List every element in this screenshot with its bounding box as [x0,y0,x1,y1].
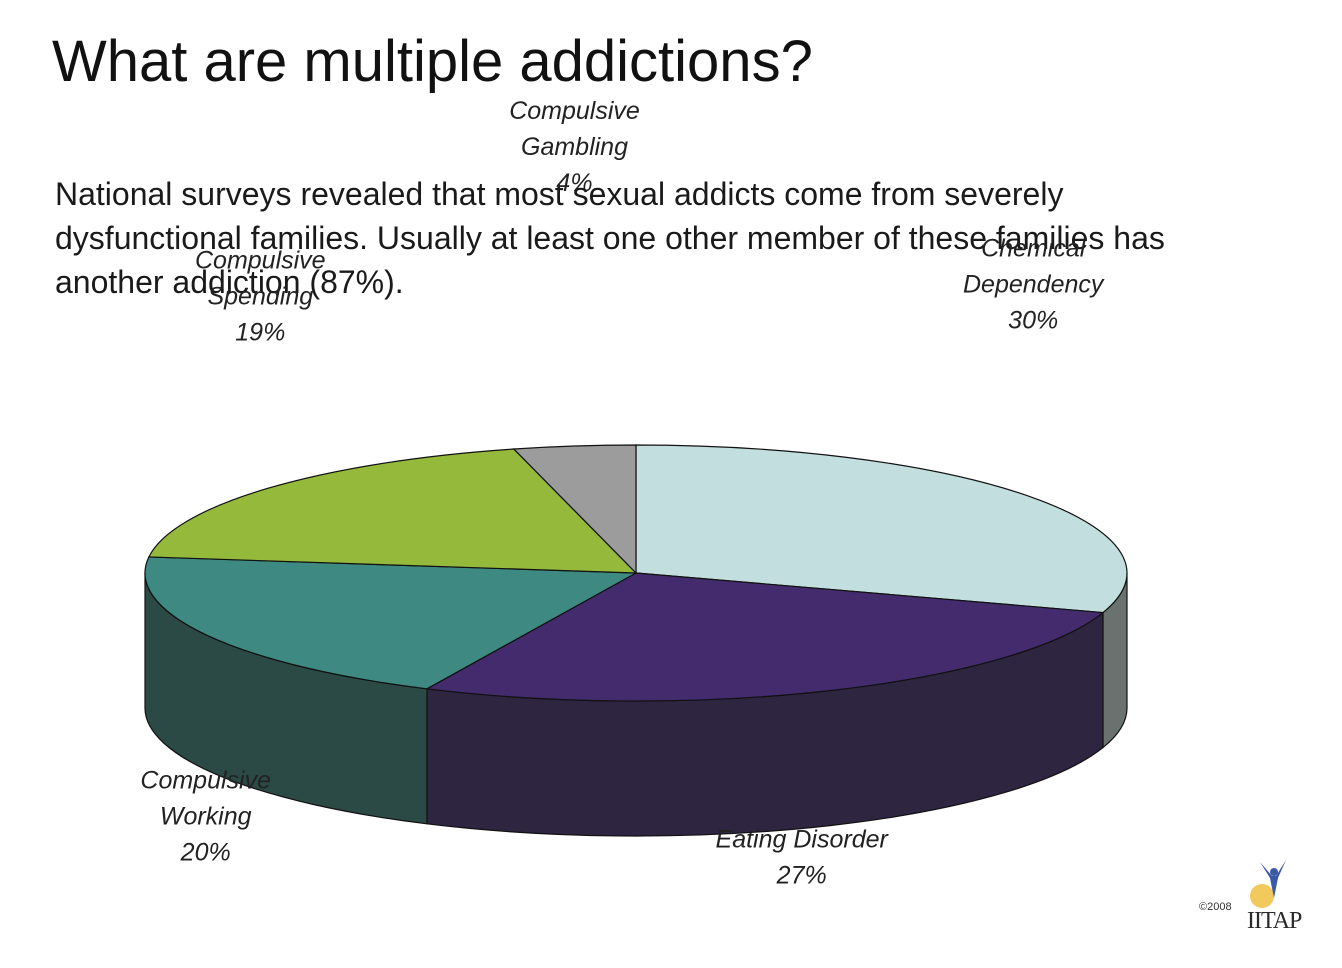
pie-slice-chemical-dependency [635,444,1128,614]
pie-slice-eating-disorder [425,572,1105,702]
pie-sides [144,572,1128,837]
slice-label-compulsive-working: Compulsive Working 20% [140,767,271,867]
pie-labels: Chemical Dependency 30% Eating Disorder 27% C… [140,97,1104,890]
copyright-text: ©2008 [1199,901,1232,913]
slide-title: What are multiple addictions? [52,29,813,94]
pie-slice-compulsive-gambling [512,444,637,575]
pie-slice-compulsive-working [144,556,639,690]
slice-label-chemical-dependency: Chemical Dependency 30% [963,234,1105,334]
person-arms-raised-icon [1240,858,1300,908]
pie-slice-compulsive-spending [147,448,638,574]
logo-text: IITAP [1247,908,1302,934]
pie-tops [144,444,1128,702]
slice-label-eating-disorder: Eating Disorder 27% [716,826,890,890]
slice-label-compulsive-gambling: Compulsive Gambling 4% [509,97,640,197]
slice-label-compulsive-spending: Compulsive Spending 19% [195,247,326,347]
slide-body-text: National surveys revealed that most sexu… [55,176,1165,300]
